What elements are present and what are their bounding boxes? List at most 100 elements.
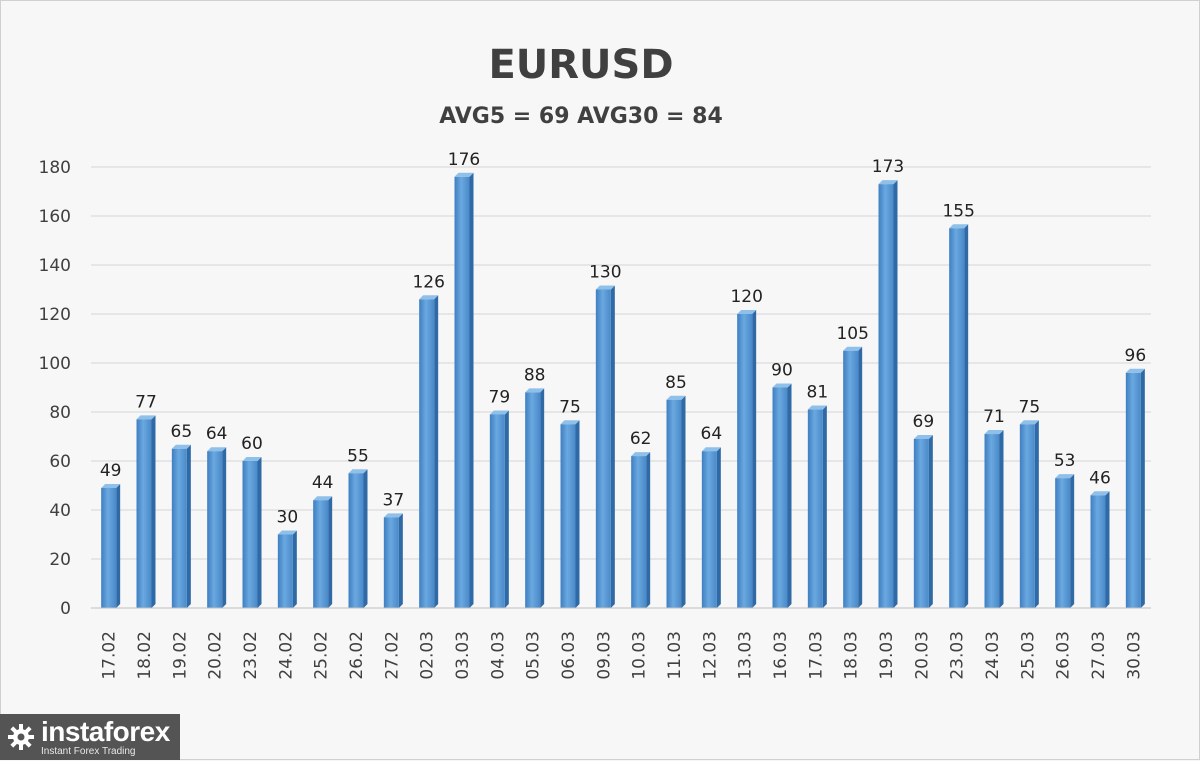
x-tick-label: 06.03 xyxy=(559,631,579,680)
bar-top xyxy=(348,469,368,474)
bar: 130 xyxy=(589,263,622,608)
bar-side xyxy=(610,285,615,608)
bar-side xyxy=(1140,368,1145,608)
bar-side xyxy=(716,447,721,608)
bar: 75 xyxy=(1019,397,1040,608)
bar-top xyxy=(701,447,721,452)
bar-side xyxy=(646,452,651,608)
data-label: 105 xyxy=(836,324,868,344)
y-tick-label: 60 xyxy=(49,452,71,472)
bar: 64 xyxy=(206,424,227,608)
data-label: 173 xyxy=(872,157,904,177)
data-label: 55 xyxy=(347,446,369,466)
x-tick-label: 27.02 xyxy=(382,631,402,680)
x-tick-label: 26.02 xyxy=(347,631,367,680)
bar-front xyxy=(242,461,258,608)
bar-top xyxy=(171,444,191,449)
bar: 77 xyxy=(135,392,157,608)
bar-side xyxy=(964,224,969,608)
y-tick-label: 0 xyxy=(60,599,71,619)
bar-top xyxy=(313,496,333,501)
data-label: 49 xyxy=(100,461,122,481)
bar-side xyxy=(575,420,580,608)
bar-side xyxy=(151,415,156,608)
y-tick-label: 180 xyxy=(39,158,71,178)
bar-top xyxy=(277,530,297,535)
gridlines xyxy=(91,166,1151,609)
data-label: 88 xyxy=(524,365,546,385)
bar-top xyxy=(737,310,757,314)
data-label: 60 xyxy=(241,434,263,454)
data-label: 30 xyxy=(277,508,299,528)
y-tick-label: 160 xyxy=(39,207,71,227)
bar-side xyxy=(504,410,509,608)
x-tick-label: 13.03 xyxy=(736,631,756,680)
y-tick-label: 100 xyxy=(39,354,71,374)
bar-front xyxy=(878,184,894,608)
data-label: 46 xyxy=(1089,468,1111,488)
x-tick-label: 18.02 xyxy=(135,631,155,680)
bar-top xyxy=(454,172,474,177)
bar-side xyxy=(787,383,792,608)
bar-front xyxy=(525,392,541,608)
data-label: 85 xyxy=(665,373,687,393)
instaforex-logo: instaforex Instant Forex Trading xyxy=(0,714,180,760)
x-tick-label: 19.02 xyxy=(170,631,190,680)
bar-front xyxy=(383,517,399,608)
x-tick-label: 09.03 xyxy=(594,631,614,680)
bar: 155 xyxy=(942,201,975,608)
x-tick-label: 24.02 xyxy=(276,631,296,680)
bar-front xyxy=(1055,478,1071,608)
bar-top xyxy=(242,457,262,461)
bar-front xyxy=(737,314,753,608)
bar-side xyxy=(292,530,297,608)
bar-front xyxy=(136,419,152,608)
bar: 105 xyxy=(836,324,869,608)
bar-side xyxy=(681,395,686,608)
x-tick-label: 18.03 xyxy=(842,631,862,680)
bar: 90 xyxy=(771,361,793,608)
data-label: 65 xyxy=(171,422,193,442)
data-label: 62 xyxy=(630,429,652,449)
bar-top xyxy=(1055,474,1075,479)
bar-top xyxy=(489,410,509,415)
logo-name: instaforex xyxy=(41,715,170,747)
data-label: 79 xyxy=(489,387,511,407)
bar: 176 xyxy=(448,150,480,609)
bar: 85 xyxy=(665,373,687,608)
bar-side xyxy=(363,469,368,608)
bar: 79 xyxy=(489,387,511,608)
bar-top xyxy=(1019,420,1039,425)
y-tick-label: 80 xyxy=(49,403,71,423)
x-tick-label: 23.02 xyxy=(241,631,261,680)
x-tick-label: 25.03 xyxy=(1018,631,1038,680)
bar: 71 xyxy=(983,407,1005,608)
chart-subtitle: AVG5 = 69 AVG30 = 84 xyxy=(439,104,723,129)
bar: 81 xyxy=(807,383,828,608)
bar: 37 xyxy=(383,490,404,608)
bar: 46 xyxy=(1089,468,1111,608)
bar-side xyxy=(398,513,403,608)
bar-side xyxy=(222,447,227,608)
y-tick-label: 140 xyxy=(39,256,71,276)
bar-front xyxy=(984,434,1000,608)
y-tick-label: 40 xyxy=(49,501,71,521)
data-label: 53 xyxy=(1054,451,1076,471)
data-label: 96 xyxy=(1125,346,1147,366)
bar: 30 xyxy=(277,508,299,608)
bar: 60 xyxy=(241,434,263,608)
bar-side xyxy=(1105,491,1110,608)
bar-top xyxy=(419,295,439,300)
bar-front xyxy=(701,451,717,608)
data-label: 155 xyxy=(942,201,974,221)
bar-top xyxy=(525,388,545,393)
bar-top xyxy=(666,395,686,400)
x-tick-label: 16.03 xyxy=(771,631,791,680)
bar-front xyxy=(1019,424,1035,608)
bar-front xyxy=(101,487,117,608)
x-tick-label: 24.03 xyxy=(983,631,1003,680)
chart-title: EURUSD xyxy=(488,42,673,88)
bar-front xyxy=(171,448,187,608)
bar: 65 xyxy=(171,422,193,608)
